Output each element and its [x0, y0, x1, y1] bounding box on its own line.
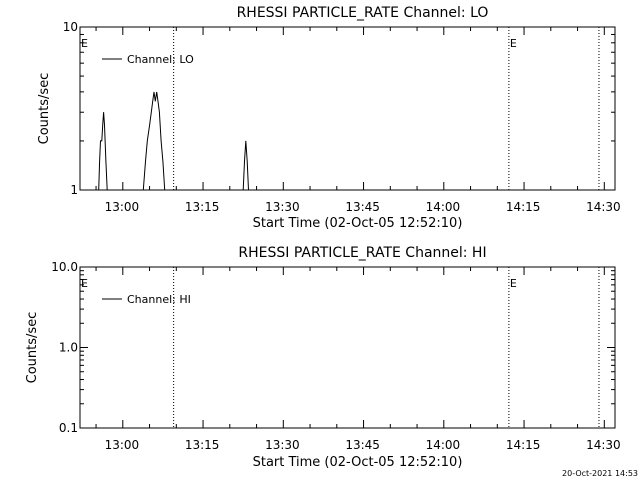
- legend-label: Channel: LO: [127, 53, 194, 66]
- y-tick-label: 10: [63, 20, 78, 34]
- y-tick-label: 1.0: [59, 341, 78, 355]
- legend-label: Channel: HI: [127, 293, 191, 306]
- y-axis-label: Counts/sec: [37, 73, 52, 145]
- chart-panel-2: RHESSI PARTICLE_RATE Channel: HI 13:00 13:…: [25, 245, 621, 470]
- x-tick-label: 14:15: [506, 438, 541, 452]
- x-tick-label: 14:00: [426, 200, 461, 214]
- x-tick-label: 13:00: [105, 200, 140, 214]
- x-tick-label: 13:00: [105, 438, 140, 452]
- x-tick-label: 13:15: [185, 200, 220, 214]
- series-line: [98, 91, 249, 191]
- x-tick-label: 13:45: [345, 200, 380, 214]
- x-tick-label: 14:30: [586, 200, 621, 214]
- event-marker-label: E: [81, 277, 88, 290]
- event-marker-label: E: [510, 37, 517, 50]
- x-tick-label: 14:30: [586, 438, 621, 452]
- plot-frame: [79, 26, 616, 191]
- x-tick-label: 13:30: [265, 438, 300, 452]
- chart-panel-1: RHESSI PARTICLE_RATE Channel: LO 13:00 13:…: [37, 5, 621, 231]
- plot-frame: [79, 266, 616, 429]
- y-tick-label: 0.1: [59, 421, 78, 435]
- x-axis-label: Start Time (02-Oct-05 12:52:10): [253, 455, 463, 470]
- x-tick-label: 14:15: [506, 200, 541, 214]
- footer-timestamp: 20-Oct-2021 14:53: [562, 469, 638, 478]
- x-tick-label: 13:45: [345, 438, 380, 452]
- x-axis-label: Start Time (02-Oct-05 12:52:10): [253, 216, 463, 231]
- x-tick-label: 13:30: [265, 200, 300, 214]
- x-tick-label: 13:15: [185, 438, 220, 452]
- y-axis-label: Counts/sec: [25, 312, 40, 384]
- event-marker-label: E: [510, 277, 517, 290]
- y-tick-label: 10.0: [51, 260, 78, 274]
- y-tick-label: 1: [70, 183, 78, 197]
- chart-title: RHESSI PARTICLE_RATE Channel: LO: [237, 5, 489, 21]
- chart-title: RHESSI PARTICLE_RATE Channel: HI: [238, 245, 486, 261]
- event-marker-label: E: [81, 37, 88, 50]
- x-tick-label: 14:00: [426, 438, 461, 452]
